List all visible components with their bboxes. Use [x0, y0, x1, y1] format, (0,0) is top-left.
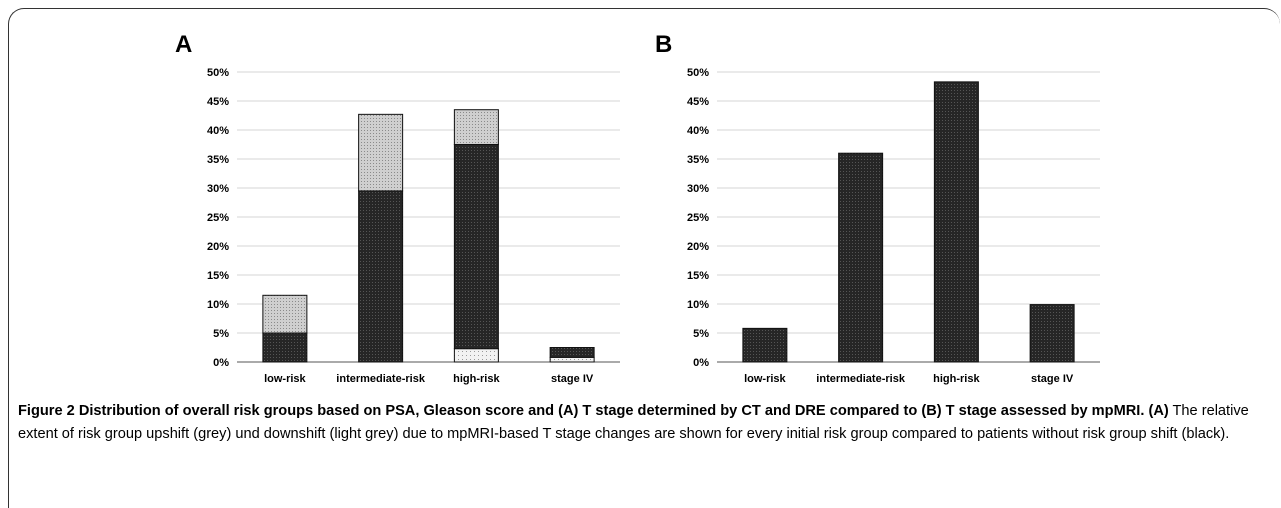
bar-total: [933, 81, 979, 363]
chart-a-svg: A 0% 5% 10% 15% 20% 25% 30% 35% 40% 45% 50% low-ris…: [175, 31, 620, 385]
bar-upshift: [262, 294, 308, 334]
bar-upshift: [453, 109, 499, 145]
x-category-label: stage IV: [1031, 373, 1074, 385]
y-tick-label: 30%: [207, 183, 229, 195]
x-category-label: low-risk: [744, 373, 786, 385]
figure-frame: [8, 8, 1280, 508]
y-tick-label: 45%: [687, 96, 709, 108]
chart-b-svg: B 0% 5% 10% 15% 20% 25% 30% 35% 40% 45% 50% low-ris…: [655, 31, 1100, 385]
y-tick-label: 10%: [207, 299, 229, 311]
bar-no_shift: [262, 332, 308, 363]
y-tick-label: 50%: [687, 67, 709, 79]
y-tick-label: 45%: [207, 96, 229, 108]
y-tick-label: 20%: [207, 241, 229, 253]
figure-caption: Figure 2 Distribution of overall risk gr…: [18, 400, 1258, 446]
y-tick-label: 15%: [687, 270, 709, 282]
bar-upshift: [358, 113, 404, 192]
x-category-label: intermediate-risk: [816, 373, 906, 385]
bar-total: [742, 327, 788, 363]
y-tick-label: 0%: [213, 357, 229, 369]
y-tick-label: 0%: [693, 357, 709, 369]
y-tick-label: 30%: [687, 183, 709, 195]
bar-downshift: [549, 356, 595, 363]
y-tick-label: 40%: [687, 125, 709, 137]
caption-text: The relative extent of risk group upshif…: [18, 403, 1249, 442]
x-category-label: intermediate-risk: [336, 373, 426, 385]
x-category-label: high-risk: [933, 373, 980, 385]
y-tick-label: 20%: [687, 241, 709, 253]
y-tick-label: 35%: [207, 154, 229, 166]
y-tick-label: 5%: [693, 328, 709, 340]
bar-no_shift: [549, 347, 595, 358]
caption-panel-label: (A): [1148, 403, 1169, 419]
x-category-label: high-risk: [453, 373, 500, 385]
y-tick-label: 25%: [207, 212, 229, 224]
bar-total: [1029, 304, 1075, 363]
x-category-label: low-risk: [264, 373, 306, 385]
caption-title: Figure 2 Distribution of overall risk gr…: [18, 403, 1145, 419]
panel-label-b: B: [655, 31, 672, 58]
y-tick-label: 15%: [207, 270, 229, 282]
y-tick-label: 25%: [687, 212, 709, 224]
chart-panel-a: A 0% 5% 10% 15% 20% 25% 30% 35% 40% 45% 50% low-ris…: [165, 30, 635, 390]
y-tick-label: 10%: [687, 299, 709, 311]
y-tick-label: 50%: [207, 67, 229, 79]
y-tick-label: 40%: [207, 125, 229, 137]
bar-total: [838, 152, 884, 363]
bar-no_shift: [358, 190, 404, 363]
bar-downshift: [453, 348, 499, 363]
bar-no_shift: [453, 144, 499, 350]
chart-panel-b: B 0% 5% 10% 15% 20% 25% 30% 35% 40% 45% 50% low-ris…: [645, 30, 1115, 390]
y-tick-label: 5%: [213, 328, 229, 340]
x-category-label: stage IV: [551, 373, 594, 385]
panel-label-a: A: [175, 31, 192, 58]
y-tick-label: 35%: [687, 154, 709, 166]
